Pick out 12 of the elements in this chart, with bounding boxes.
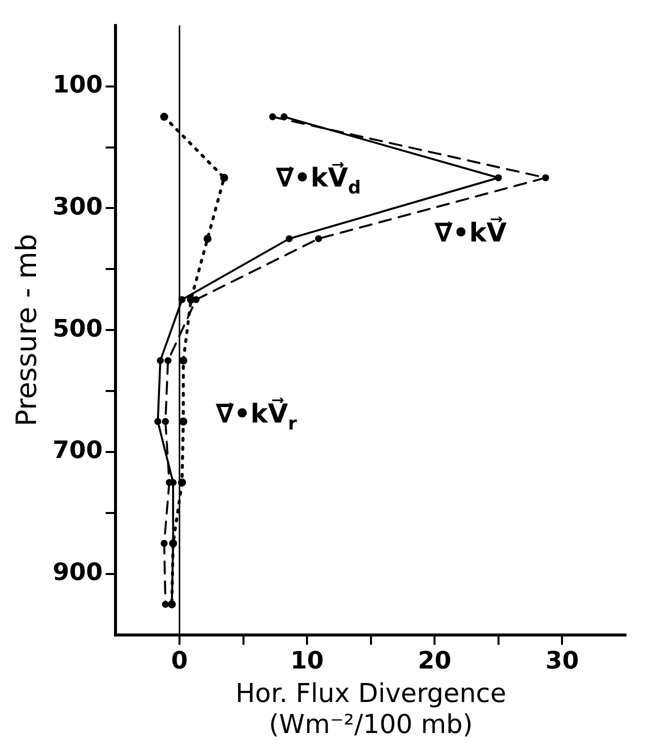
y-tick-label: 300 bbox=[52, 192, 103, 220]
x-tick-label: 10 bbox=[290, 646, 324, 674]
y-tick-label: 900 bbox=[52, 558, 103, 586]
x-tick-label: 20 bbox=[418, 646, 452, 674]
x-tick-label: 30 bbox=[546, 646, 579, 674]
x-tick-label: 0 bbox=[171, 646, 188, 674]
y-tick-label: 100 bbox=[52, 70, 103, 99]
series-label: ∇⃗•kV⃗ bbox=[434, 216, 507, 248]
y-tick-label: 500 bbox=[52, 314, 103, 342]
x-axis-title: Hor. Flux Divergence (Wm⁻²/100 mb) bbox=[235, 678, 506, 740]
y-tick-label: 700 bbox=[52, 436, 103, 464]
y-axis-title: Pressure - mb bbox=[10, 234, 44, 426]
